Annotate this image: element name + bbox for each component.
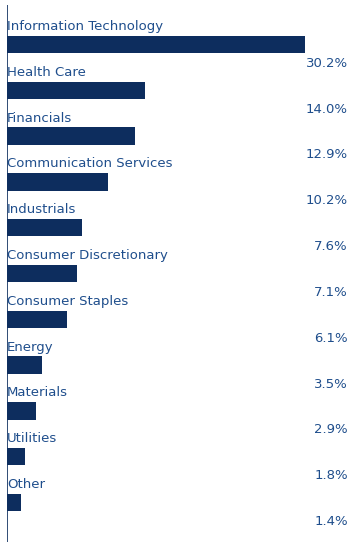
Text: Health Care: Health Care bbox=[7, 66, 86, 79]
Bar bbox=[7, 219, 82, 236]
Text: 3.5%: 3.5% bbox=[314, 377, 348, 391]
Bar bbox=[7, 173, 108, 190]
Text: Financials: Financials bbox=[7, 112, 72, 125]
Text: Other: Other bbox=[7, 478, 45, 491]
Bar bbox=[7, 265, 77, 282]
Bar bbox=[7, 357, 42, 374]
Bar bbox=[7, 311, 67, 328]
Text: 7.6%: 7.6% bbox=[314, 240, 348, 253]
Text: 6.1%: 6.1% bbox=[314, 331, 348, 345]
Bar bbox=[7, 82, 145, 99]
Text: Consumer Staples: Consumer Staples bbox=[7, 295, 129, 308]
Text: 12.9%: 12.9% bbox=[306, 148, 348, 161]
Text: 30.2%: 30.2% bbox=[306, 57, 348, 70]
Text: 1.4%: 1.4% bbox=[314, 515, 348, 528]
Text: Materials: Materials bbox=[7, 387, 68, 399]
Text: Utilities: Utilities bbox=[7, 432, 58, 445]
Bar bbox=[7, 127, 135, 145]
Text: Energy: Energy bbox=[7, 341, 54, 354]
Text: Communication Services: Communication Services bbox=[7, 158, 173, 171]
Text: 10.2%: 10.2% bbox=[306, 194, 348, 207]
Text: 14.0%: 14.0% bbox=[306, 103, 348, 115]
Text: 1.8%: 1.8% bbox=[314, 469, 348, 482]
Text: Information Technology: Information Technology bbox=[7, 20, 163, 33]
Bar bbox=[7, 448, 25, 465]
Text: Industrials: Industrials bbox=[7, 203, 77, 216]
Text: 2.9%: 2.9% bbox=[314, 423, 348, 437]
Text: 7.1%: 7.1% bbox=[314, 286, 348, 299]
Bar bbox=[7, 36, 305, 53]
Bar bbox=[7, 494, 21, 511]
Text: Consumer Discretionary: Consumer Discretionary bbox=[7, 249, 168, 262]
Bar bbox=[7, 402, 36, 420]
